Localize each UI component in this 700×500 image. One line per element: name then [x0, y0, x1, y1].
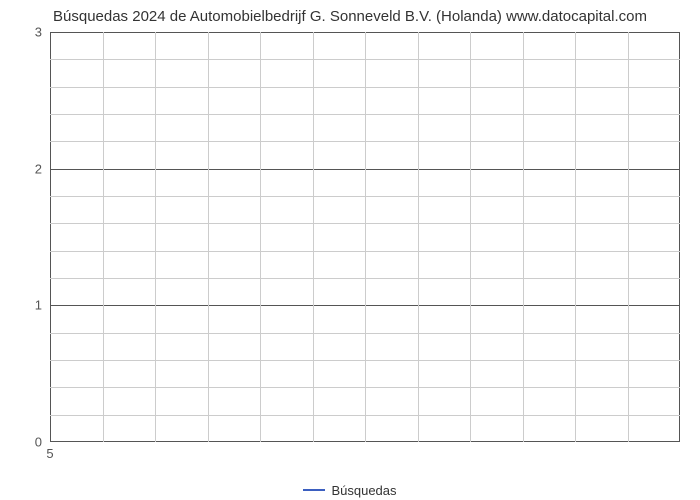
gridline-vertical [365, 32, 366, 442]
gridline-vertical [155, 32, 156, 442]
gridline-vertical [575, 32, 576, 442]
y-tick-label: 1 [12, 298, 42, 313]
legend: Búsquedas [0, 478, 700, 498]
chart-title: Búsquedas 2024 de Automobielbedrijf G. S… [0, 8, 700, 25]
y-tick-label: 3 [12, 25, 42, 40]
x-tick-label: 5 [46, 446, 53, 461]
gridline-vertical [103, 32, 104, 442]
gridline-vertical [260, 32, 261, 442]
gridline-vertical [628, 32, 629, 442]
gridline-vertical [523, 32, 524, 442]
legend-item: Búsquedas [303, 483, 396, 498]
y-tick-label: 0 [12, 435, 42, 450]
y-tick-label: 2 [12, 161, 42, 176]
gridline-vertical [418, 32, 419, 442]
gridline-vertical [208, 32, 209, 442]
legend-label: Búsquedas [331, 483, 396, 498]
chart-container: Búsquedas 2024 de Automobielbedrijf G. S… [0, 0, 700, 500]
gridline-vertical [470, 32, 471, 442]
gridline-vertical [313, 32, 314, 442]
legend-line-icon [303, 489, 325, 491]
